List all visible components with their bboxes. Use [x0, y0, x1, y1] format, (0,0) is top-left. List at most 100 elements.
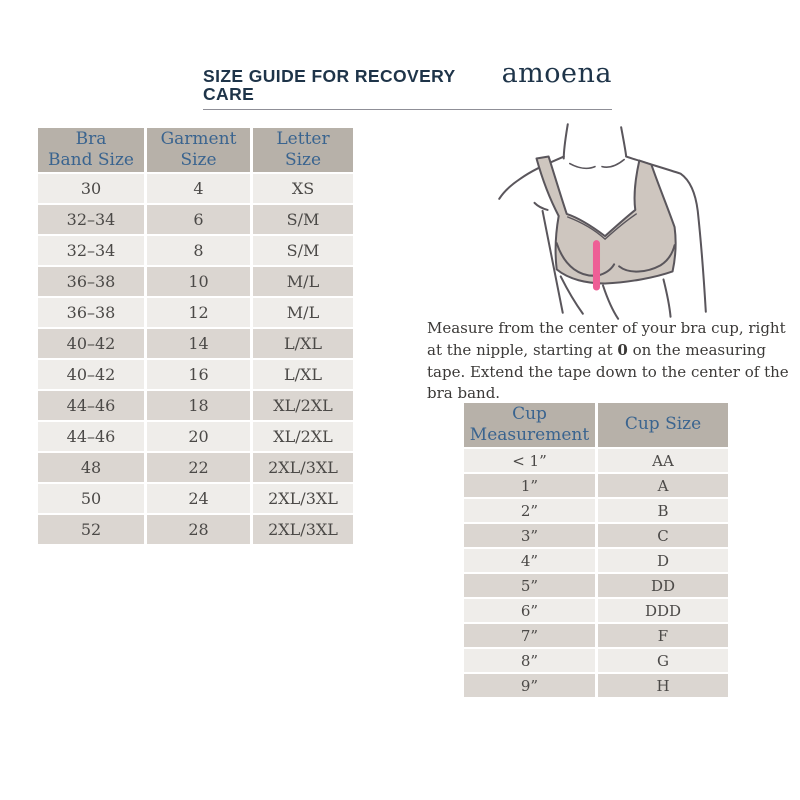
table-cell: B [598, 499, 728, 522]
table-row: 44–46 20 XL/2XL [38, 422, 353, 451]
table-cell: 50 [38, 484, 144, 513]
table-row: 8” G [464, 649, 728, 672]
table-row: 3” C [464, 524, 728, 547]
bra-trim-line [567, 213, 637, 241]
table-cell: 44–46 [38, 391, 144, 420]
column-header-cup-measurement: Cup Measurement [464, 403, 595, 447]
table-row: 6” DDD [464, 599, 728, 622]
table-cell: XL/2XL [253, 422, 353, 451]
table-cell: S/M [253, 205, 353, 234]
table-row: 2” B [464, 499, 728, 522]
table-cell: H [598, 674, 728, 697]
header: SIZE GUIDE FOR RECOVERY CARE amoena [203, 58, 612, 110]
table-cell: 7” [464, 624, 595, 647]
table-cell: M/L [253, 267, 353, 296]
table-cell: 48 [38, 453, 144, 482]
torso-right-line [662, 278, 672, 318]
bra-measurement-illustration [498, 123, 707, 320]
table-row: 48 22 2XL/3XL [38, 453, 353, 482]
table-cell: 2” [464, 499, 595, 522]
left-arm-line [541, 209, 564, 314]
page-title: SIZE GUIDE FOR RECOVERY CARE [203, 66, 456, 104]
table-row: 1” A [464, 474, 728, 497]
table-cell: 2XL/3XL [253, 515, 353, 544]
table-cell: 30 [38, 174, 144, 203]
table-header-row: Bra Band Size Garment Size Letter Size [38, 128, 353, 172]
table-cell: 6” [464, 599, 595, 622]
table-cell: M/L [253, 298, 353, 327]
table-row: 50 24 2XL/3XL [38, 484, 353, 513]
column-header-garment-size: Garment Size [147, 128, 250, 172]
table-cell: G [598, 649, 728, 672]
table-cell: 4” [464, 549, 595, 572]
table-cell: 2XL/3XL [253, 453, 353, 482]
cup-size-table: Cup Measurement Cup Size < 1” AA 1” A 2” B 3” C… [461, 401, 731, 699]
right-cup-seam [618, 244, 676, 273]
table-cell: 4 [147, 174, 250, 203]
measuring-line-indicator [592, 240, 601, 291]
column-header-cup-size: Cup Size [598, 403, 728, 447]
table-row: 52 28 2XL/3XL [38, 515, 353, 544]
table-cell: 10 [147, 267, 250, 296]
table-row: 40–42 14 L/XL [38, 329, 353, 358]
table-cell: 20 [147, 422, 250, 451]
table-cell: < 1” [464, 449, 595, 472]
table-cell: AA [598, 449, 728, 472]
left-armpit-line [533, 201, 549, 211]
table-cell: 28 [147, 515, 250, 544]
table-cell: F [598, 624, 728, 647]
table-cell: 3” [464, 524, 595, 547]
table-cell: L/XL [253, 360, 353, 389]
table-cell: XS [253, 174, 353, 203]
table-cell: DD [598, 574, 728, 597]
table-cell: 32–34 [38, 236, 144, 265]
neck-left-line [562, 123, 569, 160]
table-cell: S/M [253, 236, 353, 265]
table-cell: 1” [464, 474, 595, 497]
table-cell: 8” [464, 649, 595, 672]
table-cell: 44–46 [38, 422, 144, 451]
collarbone-right-line [601, 158, 625, 168]
table-cell: 16 [147, 360, 250, 389]
torso-left-line [559, 275, 584, 315]
column-header-letter-size: Letter Size [253, 128, 353, 172]
left-shoulder-line [498, 155, 565, 200]
table-cell: 36–38 [38, 298, 144, 327]
table-row: 44–46 18 XL/2XL [38, 391, 353, 420]
table-cell: 22 [147, 453, 250, 482]
table-cell: A [598, 474, 728, 497]
table-cell: 5” [464, 574, 595, 597]
column-header-bra-band-size: Bra Band Size [38, 128, 144, 172]
table-cell: 14 [147, 329, 250, 358]
table-row: 5” DD [464, 574, 728, 597]
amoena-logo: amoena [501, 58, 612, 89]
table-row: 40–42 16 L/XL [38, 360, 353, 389]
measurement-instructions: Measure from the center of your bra cup,… [427, 318, 795, 405]
table-cell: 36–38 [38, 267, 144, 296]
table-row: 32–34 6 S/M [38, 205, 353, 234]
table-cell: 18 [147, 391, 250, 420]
band-size-table: Bra Band Size Garment Size Letter Size 3… [35, 126, 356, 546]
table-cell: 40–42 [38, 329, 144, 358]
table-cell: 24 [147, 484, 250, 513]
right-shoulder-arm-line [625, 155, 707, 313]
table-cell: 6 [147, 205, 250, 234]
table-cell: 9” [464, 674, 595, 697]
table-row: 9” H [464, 674, 728, 697]
table-row: 36–38 12 M/L [38, 298, 353, 327]
neck-right-line [620, 126, 628, 158]
table-row: < 1” AA [464, 449, 728, 472]
table-cell: L/XL [253, 329, 353, 358]
table-cell: 40–42 [38, 360, 144, 389]
table-header-row: Cup Measurement Cup Size [464, 403, 728, 447]
torso-center-line [602, 284, 620, 320]
table-row: 36–38 10 M/L [38, 267, 353, 296]
instruction-text-start: Measure from the center of your bra cup,… [427, 319, 786, 359]
table-cell: 32–34 [38, 205, 144, 234]
table-cell: 52 [38, 515, 144, 544]
table-cell: 2XL/3XL [253, 484, 353, 513]
collarbone-left-line [568, 162, 596, 170]
bra-outline [535, 155, 677, 285]
table-cell: D [598, 549, 728, 572]
